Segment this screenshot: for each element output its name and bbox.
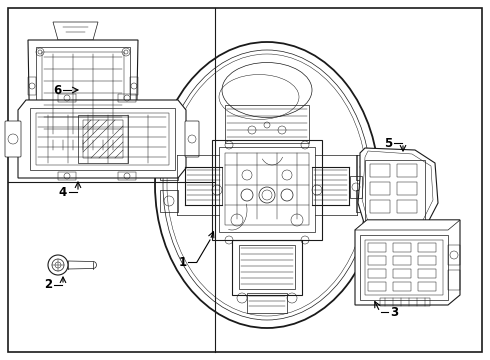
Bar xyxy=(393,269,411,278)
Polygon shape xyxy=(355,220,460,230)
Bar xyxy=(393,282,411,291)
Polygon shape xyxy=(358,148,438,236)
Text: 2: 2 xyxy=(44,279,52,292)
Bar xyxy=(239,245,295,289)
Bar xyxy=(130,77,138,95)
Bar xyxy=(247,293,287,313)
Bar xyxy=(118,172,136,180)
Bar xyxy=(370,200,390,213)
Bar xyxy=(397,200,417,213)
FancyBboxPatch shape xyxy=(185,121,199,157)
Bar xyxy=(397,182,417,195)
Bar xyxy=(83,120,123,158)
Bar xyxy=(418,282,436,291)
Bar xyxy=(368,256,386,265)
Text: 1: 1 xyxy=(179,256,187,269)
Text: 3: 3 xyxy=(390,306,398,319)
Bar xyxy=(393,256,411,265)
Bar xyxy=(160,190,178,212)
Bar xyxy=(48,140,118,150)
Bar xyxy=(380,298,430,306)
Bar xyxy=(448,245,460,265)
Bar xyxy=(370,182,390,195)
Polygon shape xyxy=(18,100,186,178)
Bar xyxy=(160,155,178,180)
Bar xyxy=(365,160,425,220)
Bar xyxy=(225,105,309,143)
Bar xyxy=(30,108,175,170)
Bar xyxy=(368,282,386,291)
Polygon shape xyxy=(53,22,98,40)
Text: 5: 5 xyxy=(384,136,392,149)
Bar xyxy=(418,243,436,252)
Bar xyxy=(397,164,417,177)
Bar xyxy=(232,240,302,295)
Bar xyxy=(42,52,124,138)
Bar xyxy=(418,269,436,278)
Bar xyxy=(58,172,76,180)
Bar xyxy=(36,47,130,145)
Bar xyxy=(350,176,362,198)
Bar xyxy=(118,94,136,102)
Bar xyxy=(365,240,443,295)
Bar xyxy=(356,190,374,212)
Bar xyxy=(356,155,374,180)
Bar xyxy=(28,77,36,95)
Bar xyxy=(360,235,448,300)
Text: 4: 4 xyxy=(59,185,67,198)
Polygon shape xyxy=(355,220,460,305)
Bar xyxy=(370,164,390,177)
Text: 6: 6 xyxy=(53,84,61,96)
FancyBboxPatch shape xyxy=(5,121,21,157)
Bar xyxy=(212,140,322,240)
Polygon shape xyxy=(362,151,433,232)
Bar xyxy=(393,243,411,252)
Polygon shape xyxy=(28,40,138,152)
Bar xyxy=(368,269,386,278)
Bar xyxy=(36,113,169,165)
Bar xyxy=(58,94,76,102)
Bar xyxy=(225,153,309,225)
Bar xyxy=(78,115,128,163)
Bar xyxy=(368,243,386,252)
Bar xyxy=(219,147,315,232)
Bar xyxy=(418,256,436,265)
Bar xyxy=(448,270,460,290)
